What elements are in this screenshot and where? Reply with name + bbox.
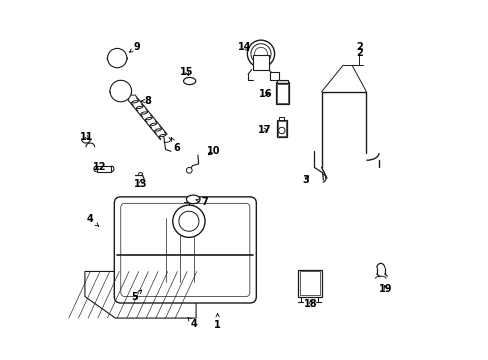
Text: 4: 4 (187, 318, 197, 329)
Circle shape (110, 80, 131, 102)
Text: 17: 17 (257, 125, 270, 135)
Circle shape (107, 48, 126, 68)
Text: 10: 10 (207, 146, 220, 156)
Text: 7: 7 (196, 197, 208, 207)
Circle shape (179, 211, 199, 231)
Circle shape (278, 127, 285, 134)
Text: 9: 9 (129, 42, 140, 52)
Text: 19: 19 (379, 284, 392, 294)
Text: 3: 3 (302, 175, 308, 185)
Text: 5: 5 (131, 290, 142, 302)
Bar (97, 166, 111, 172)
Text: 2: 2 (355, 48, 362, 58)
Text: 12: 12 (92, 162, 106, 172)
Ellipse shape (183, 77, 195, 85)
Text: 11: 11 (80, 132, 93, 142)
Text: 4: 4 (87, 215, 99, 226)
Text: 13: 13 (134, 179, 147, 189)
Bar (270, 72, 279, 80)
Bar (300, 271, 319, 295)
Circle shape (172, 205, 204, 237)
Circle shape (250, 44, 270, 64)
Bar (298, 270, 321, 297)
Text: 6: 6 (171, 138, 180, 153)
FancyBboxPatch shape (114, 197, 256, 303)
Circle shape (186, 167, 192, 173)
Bar (253, 55, 268, 69)
Text: 18: 18 (304, 299, 317, 309)
Circle shape (254, 47, 267, 60)
Bar (277, 121, 285, 135)
Bar (277, 84, 287, 103)
Polygon shape (85, 271, 196, 318)
Text: 2: 2 (355, 42, 362, 52)
Bar (276, 80, 287, 83)
Text: 8: 8 (141, 96, 151, 106)
Text: 16: 16 (259, 89, 272, 99)
Bar (279, 117, 284, 121)
Text: 1: 1 (214, 314, 221, 330)
Ellipse shape (186, 195, 200, 204)
Bar (276, 82, 288, 104)
Text: 14: 14 (237, 42, 251, 52)
Text: 15: 15 (180, 67, 193, 77)
Circle shape (247, 40, 274, 67)
Bar (276, 120, 286, 137)
